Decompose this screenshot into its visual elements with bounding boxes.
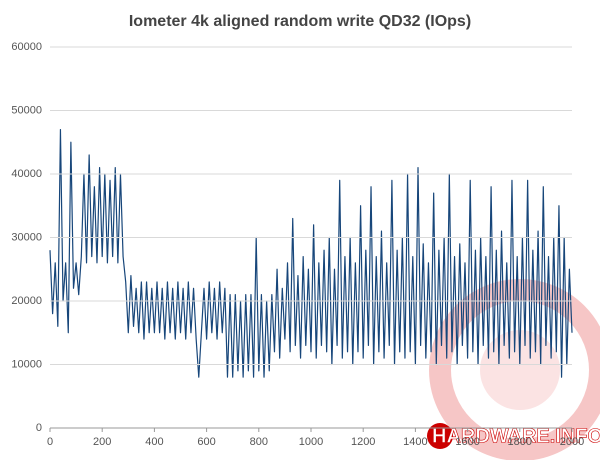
x-tick-label: 1800	[508, 436, 532, 448]
x-tick-label: 0	[47, 436, 53, 448]
x-tick-label: 2000	[560, 436, 584, 448]
x-tick-label: 1000	[299, 436, 323, 448]
y-tick-label: 0	[36, 422, 42, 434]
y-tick-label: 30000	[11, 231, 42, 243]
data-line	[49, 128, 573, 378]
y-tick-label: 40000	[11, 168, 42, 180]
y-tick-label: 20000	[11, 295, 42, 307]
x-tick-label: 1600	[455, 436, 479, 448]
y-tick-label: 10000	[11, 358, 42, 370]
watermark: HARDWARE.INFO	[432, 425, 600, 447]
x-tick-label: 400	[145, 436, 163, 448]
x-tick-label: 800	[250, 436, 268, 448]
chart-title: Iometer 4k aligned random write QD32 (IO…	[129, 13, 471, 30]
watermark-badge	[427, 423, 453, 449]
x-tick-label: 600	[197, 436, 215, 448]
x-tick-label: 200	[93, 436, 111, 448]
y-tick-label: 50000	[11, 104, 42, 116]
x-tick-label: 1400	[403, 436, 427, 448]
y-tick-label: 60000	[11, 41, 42, 53]
x-tick-label: 1200	[351, 436, 375, 448]
